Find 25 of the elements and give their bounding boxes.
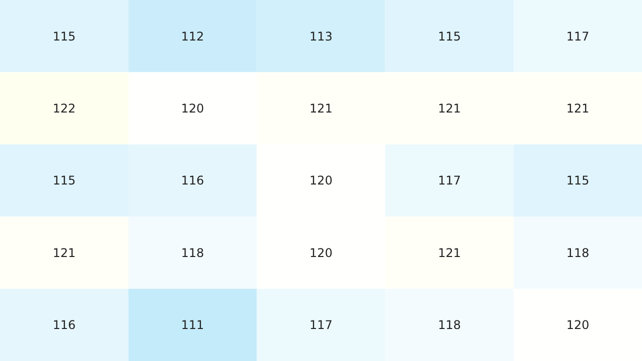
data-label: 120 xyxy=(566,318,590,332)
data-label: 116 xyxy=(181,174,204,188)
data-label: 118 xyxy=(566,246,590,260)
data-label: 121 xyxy=(438,102,461,116)
data-label: 117 xyxy=(310,318,332,332)
data-label: 111 xyxy=(181,318,204,332)
data-label: 112 xyxy=(181,29,204,44)
data-label: 121 xyxy=(310,102,332,116)
data-label: 120 xyxy=(310,246,332,260)
data-label: 115 xyxy=(438,29,461,44)
data-label: 115 xyxy=(52,174,76,188)
data-label: 113 xyxy=(310,29,332,44)
data-label: 115 xyxy=(52,29,76,44)
data-label: 116 xyxy=(52,318,76,332)
data-label: 120 xyxy=(310,174,332,188)
data-label: 121 xyxy=(52,246,76,260)
data-label: 117 xyxy=(438,174,461,188)
data-label: 122 xyxy=(52,102,76,116)
data-label: 115 xyxy=(566,174,590,188)
data-label: 118 xyxy=(438,318,461,332)
data-label: 120 xyxy=(181,102,204,116)
data-label: 121 xyxy=(438,246,461,260)
data-label: 121 xyxy=(566,102,590,116)
data-label: 117 xyxy=(566,29,590,44)
data-label: 118 xyxy=(181,246,204,260)
